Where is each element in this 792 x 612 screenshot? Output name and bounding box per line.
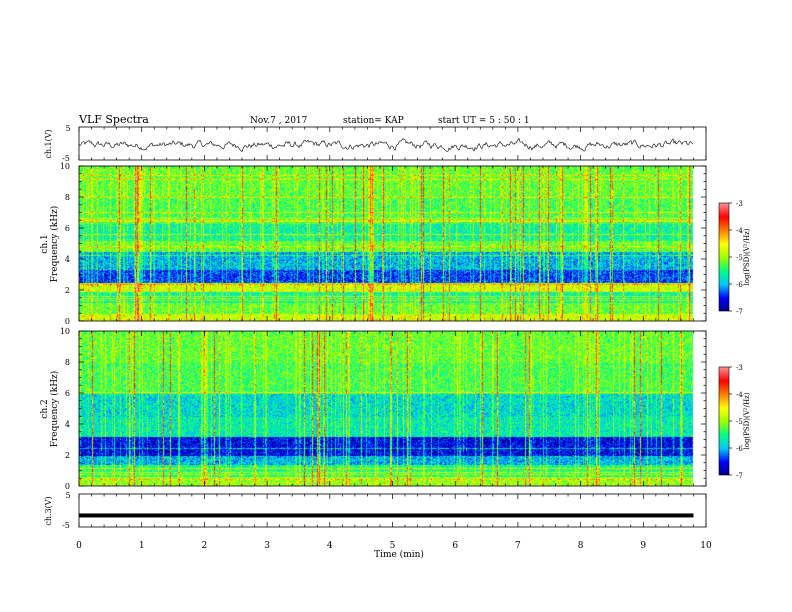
ch1-freq-tick-label: 6 [65, 224, 70, 233]
ch2-ylabel-frequency: Frequency (kHz) [49, 371, 60, 448]
ch2-colorbar-tick-label: -7 [736, 472, 743, 480]
ch1-ylabel-channel: ch.1 [40, 234, 50, 253]
ch2-freq-tick-label: 6 [65, 389, 70, 398]
ch1-ytick-bottom: -5 [62, 154, 70, 163]
ch1-colorbar-tick-label: -3 [736, 200, 743, 208]
time-axis-tick-labels: 0 1 2 3 4 5 6 7 8 9 10 [76, 541, 712, 551]
ch1-waveform-panel: 5 -5 ch.1(V) [44, 124, 707, 163]
ch2-colorbar-tick-label: -4 [736, 391, 743, 399]
time-tick-label: 0 [76, 541, 82, 551]
ch3-ytick-top: 5 [65, 491, 70, 500]
ch2-freq-tick-label: 0 [65, 482, 70, 491]
ch1-freq-tick-label: 0 [65, 317, 70, 326]
ch1-freq-tick-label: 4 [65, 255, 70, 264]
ch1-ytick-top: 5 [65, 124, 70, 133]
ch3-waveform-panel: 5 -5 ch.3(V) 0 1 2 3 4 5 6 7 8 9 10 Time (min) [44, 491, 712, 560]
ch1-colorbar-label: log(PSD)(V²/Hz) [743, 228, 751, 285]
time-axis-label: Time (min) [374, 549, 424, 560]
ch1-colorbar-tick-label: -5 [736, 254, 743, 262]
ch2-freq-tick-label: 10 [60, 327, 70, 336]
time-tick-label: 3 [264, 541, 270, 551]
ch2-colorbar-image [719, 367, 729, 475]
ch2-colorbar-tick-label: -6 [736, 445, 743, 453]
ch1-colorbar-image [719, 203, 729, 311]
ch2-ylabel-channel: ch.2 [40, 399, 50, 418]
ch1-spectrogram-image [79, 166, 706, 321]
date-label: Nov.7 , 2017 [250, 116, 308, 126]
ch2-colorbar-ticks: -3 -4 -5 -6 -7 [729, 364, 743, 480]
ch3-ylabel: ch.3(V) [44, 496, 53, 525]
ch2-freq-tick-label: 4 [65, 420, 70, 429]
time-tick-label: 1 [139, 541, 145, 551]
ch1-colorbar-tick-label: -7 [736, 308, 743, 316]
ch1-spectrogram-ticks: 0 2 4 6 8 10 [60, 162, 707, 326]
ch2-colorbar-label: log(PSD)(V²/Hz) [743, 392, 751, 449]
time-tick-label: 6 [452, 541, 458, 551]
ch3-waveform-ticks [78, 494, 707, 527]
ch2-freq-tick-label: 2 [65, 451, 70, 460]
ch3-ytick-bottom: -5 [62, 521, 70, 530]
start-time-label: start UT = 5 : 50 : 1 [438, 116, 530, 126]
time-tick-label: 10 [700, 541, 712, 551]
ch1-waveform-trace [78, 137, 694, 152]
time-tick-label: 4 [327, 541, 333, 551]
ch1-colorbar-ticks: -3 -4 -5 -6 -7 [729, 200, 743, 316]
time-tick-label: 9 [640, 541, 646, 551]
figure-title: VLF Spectra [78, 113, 149, 126]
time-tick-label: 2 [202, 541, 208, 551]
ch1-freq-tick-label: 8 [65, 193, 70, 202]
ch1-ylabel-frequency: Frequency (kHz) [49, 206, 60, 283]
ch1-freq-tick-label: 10 [60, 162, 70, 171]
time-tick-label: 8 [578, 541, 584, 551]
time-tick-label: 5 [390, 541, 396, 551]
ch3-waveform-trace [79, 513, 694, 518]
ch2-spectrogram-image [79, 331, 706, 486]
station-label: station= KAP [343, 116, 404, 126]
ch1-colorbar-tick-label: -4 [736, 227, 743, 235]
ch2-freq-tick-label: 8 [65, 358, 70, 367]
ch2-spectrogram-ticks: 0 2 4 6 8 10 [60, 327, 707, 491]
ch2-colorbar-tick-label: -3 [736, 364, 743, 372]
ch2-colorbar-tick-label: -5 [736, 418, 743, 426]
ch1-colorbar-tick-label: -6 [736, 281, 743, 289]
ch1-ylabel: ch.1(V) [44, 129, 53, 158]
time-tick-label: 7 [515, 541, 521, 551]
ch1-freq-tick-label: 2 [65, 286, 70, 295]
ch1-waveform-ticks [78, 127, 707, 160]
